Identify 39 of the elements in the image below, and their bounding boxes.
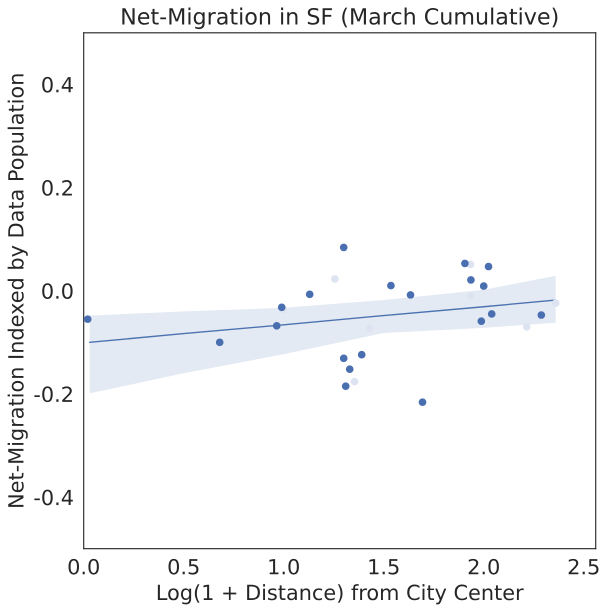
y-tick-label: 0.0 [42,283,73,299]
point [278,303,286,312]
point [358,350,366,359]
point [346,365,354,373]
x-tick-label: 1.0 [269,558,299,575]
point [488,310,496,318]
point [331,275,339,283]
y-tick-label: 0.2 [42,180,72,196]
point [306,290,314,298]
y-tick-label: -0.2 [34,386,72,402]
point [467,276,475,284]
point [342,382,350,390]
point [406,291,414,299]
x-tick-label: 0.0 [68,558,99,575]
point [478,317,486,325]
chart-title: Net-Migration in SF (March Cumulative) [122,8,558,30]
point [418,398,426,406]
point [340,244,348,252]
point [216,338,224,346]
y-tick-label: -0.4 [34,490,73,506]
y-axis-title: Net-Migration Indexed by Data Population [8,74,28,507]
x-axis-title: Log(1 + Distance) from City Center [158,584,524,604]
point [340,354,348,362]
point [387,282,395,290]
point [552,299,560,307]
point [484,262,492,270]
y-tick-label: 0.4 [42,76,73,93]
point [461,260,469,268]
point [522,323,531,331]
x-tick-label: 2.5 [568,558,598,575]
point [538,311,546,319]
point [350,378,358,386]
point [84,315,92,323]
point [272,322,281,330]
x-tick-label: 1.5 [369,559,398,575]
x-tick-label: 2.0 [468,558,499,575]
x-tick-label: 0.5 [168,558,198,575]
point [480,282,488,290]
point [467,292,475,300]
